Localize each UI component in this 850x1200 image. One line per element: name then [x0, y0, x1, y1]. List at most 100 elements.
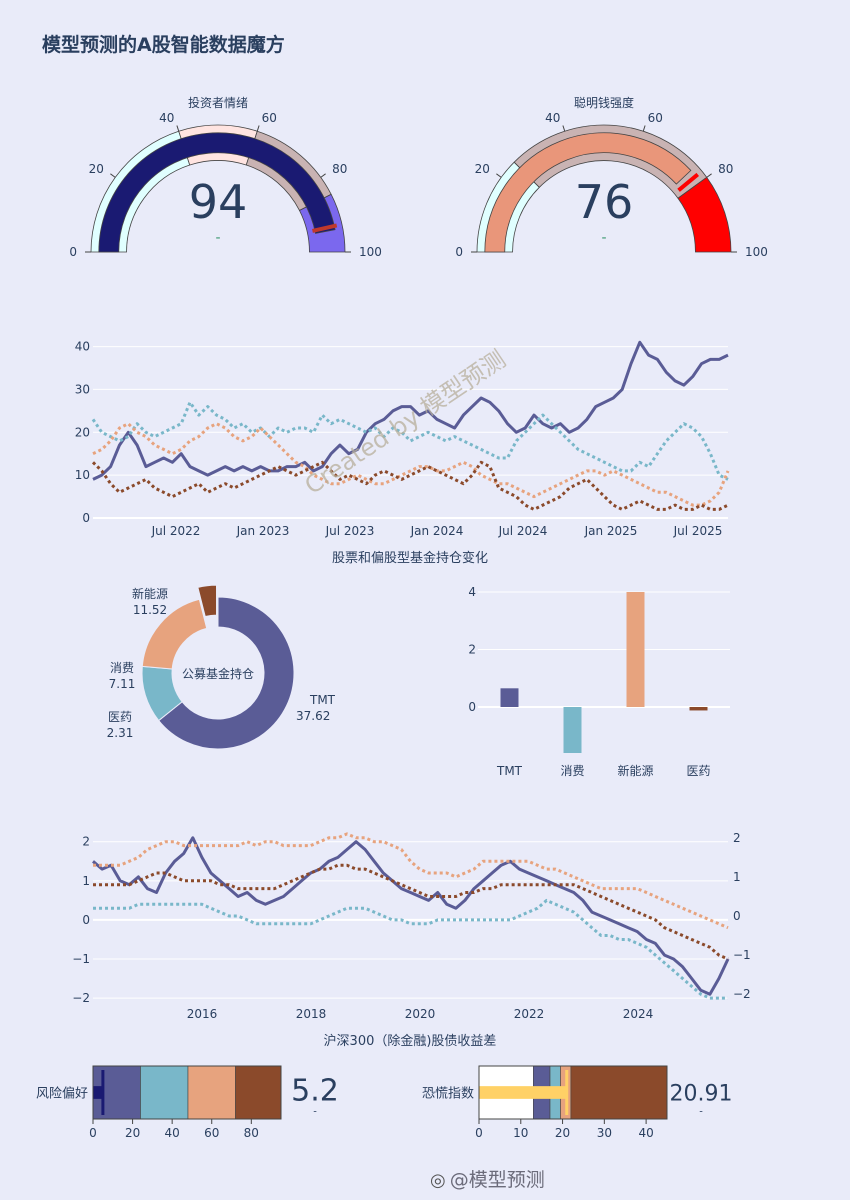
gauge-tick-label: 40: [159, 111, 174, 125]
gauge-tick-label: 60: [648, 111, 663, 125]
gauge-tick-label: 100: [745, 245, 768, 259]
donut-slice: [158, 596, 295, 750]
y-tick-label-left: 2: [82, 835, 90, 849]
gauge-tick-label: 0: [455, 245, 463, 259]
gauge-tick: [642, 125, 646, 132]
x-tick-label: 2022: [514, 1007, 545, 1021]
gauge-tick: [176, 125, 180, 132]
bullet-value: 20.91: [670, 1082, 733, 1107]
gauge-tick-label: 60: [262, 111, 277, 125]
bullet-tick-label: 0: [89, 1126, 97, 1140]
gauge-tick: [496, 173, 502, 178]
x-tick-label: 2018: [296, 1007, 327, 1021]
donut-label: TMT: [309, 693, 336, 707]
gauge-smart-money: 0 20 40 60 80 100 聪明钱强度 76-: [455, 95, 768, 259]
donut-value: 11.52: [133, 603, 167, 617]
gauge-value-bar: [484, 132, 692, 253]
series-line: [92, 340, 729, 481]
y-tick-label-right: 0: [733, 909, 741, 923]
gauge-step: [677, 176, 732, 253]
gauge-tick: [110, 173, 116, 178]
chart-title: 股票和偏股型基金持仓变化: [332, 550, 488, 566]
y-tick-label-left: 1: [82, 874, 90, 888]
y-tick-label-left: −2: [72, 991, 90, 1005]
x-tick-label: Jul 2022: [151, 524, 201, 538]
x-tick-label: 2020: [405, 1007, 436, 1021]
gauge-investor-sentiment: 0 20 40 60 80 100 投资者情绪 94-: [69, 95, 382, 259]
holdings-bar-chart: 0 2 4 TMT 消费 新能源 医药: [468, 585, 730, 778]
y-tick-label: 0: [82, 511, 90, 525]
bullet-tick-label: 30: [597, 1126, 612, 1140]
bullet-frame: [478, 1065, 668, 1120]
gauge-tick-label: 80: [332, 162, 347, 176]
gauge-tick-label: 40: [545, 111, 560, 125]
y-tick-label: 10: [75, 468, 90, 482]
x-tick-label: Jan 2024: [410, 524, 464, 538]
bullet-step: [187, 1065, 236, 1120]
chart-title: 沪深300（除金融)股债收益差: [324, 1033, 497, 1049]
bullet-label: 恐慌指数: [422, 1087, 474, 1102]
x-tick-label: Jul 2023: [325, 524, 375, 538]
gauge-delta: -: [601, 230, 606, 246]
y-tick-label: 40: [75, 340, 90, 354]
y-tick-label-right: 1: [733, 870, 741, 884]
bullet-value: 5.2: [291, 1074, 339, 1109]
series-line: [93, 832, 729, 930]
gauge-threshold: [312, 223, 338, 233]
y-tick-label-left: −1: [72, 952, 90, 966]
gauge-value: 94: [189, 175, 248, 229]
holdings-line-chart: 0 10 20 30 40 Jul 2022 Jan 2023 Jul 2023 Jan 202…: [75, 340, 730, 566]
bullet-tick-label: 80: [244, 1126, 259, 1140]
bullet-delta: -: [699, 1107, 703, 1118]
gauge-tick-label: 20: [475, 162, 490, 176]
bullet-delta: -: [313, 1107, 317, 1118]
gauge-tick: [256, 125, 260, 132]
gauge-threshold: [677, 172, 700, 192]
bullet-tick-label: 20: [125, 1126, 140, 1140]
bullet-label: 风险偏好: [36, 1087, 88, 1102]
risk-appetite-bullet: 0 20 40 60 80 风险偏好 5.2-: [36, 1065, 339, 1140]
donut-value: 7.11: [109, 677, 136, 691]
bar: [689, 707, 708, 711]
x-tick-label: Jan 2023: [236, 524, 290, 538]
bullet-tick-label: 40: [165, 1126, 180, 1140]
bullet-value-bar: [479, 1086, 567, 1099]
y-tick-label: 30: [75, 382, 90, 396]
series-line: [91, 400, 729, 481]
y-tick-label: 0: [468, 700, 476, 714]
bullet-tick-label: 0: [475, 1126, 483, 1140]
bar: [626, 592, 645, 707]
bullet-step: [235, 1065, 282, 1120]
gauge-tick-label: 100: [359, 245, 382, 259]
bullet-step: [570, 1065, 668, 1120]
y-tick-label: 2: [468, 643, 476, 657]
gauge-tick: [320, 173, 326, 178]
x-tick-label: 2016: [187, 1007, 218, 1021]
y-tick-label-left: 0: [82, 913, 90, 927]
gauge-title: 聪明钱强度: [574, 95, 634, 110]
bullet-frame: [92, 1065, 282, 1120]
x-tick-label: Jul 2025: [673, 524, 723, 538]
bullet-tick-label: 10: [513, 1126, 528, 1140]
y-tick-label: 20: [75, 425, 90, 439]
fear-index-bullet: 0 10 20 30 40 恐慌指数 20.91-: [422, 1065, 733, 1140]
gauge-value: 76: [575, 175, 634, 229]
gauge-value-bar: [98, 132, 336, 253]
series-line: [92, 422, 730, 507]
bar: [563, 707, 582, 753]
x-tick-label: 医药: [686, 764, 710, 778]
series-line: [93, 898, 728, 1000]
bullet-tick-label: 60: [204, 1126, 219, 1140]
bullet-tick-label: 40: [638, 1126, 653, 1140]
x-tick-label: 消费: [560, 764, 584, 778]
y-tick-label: 4: [468, 585, 476, 599]
weibo-icon: ◎: [430, 1170, 446, 1191]
donut-value: 2.31: [107, 726, 134, 740]
page-title: 模型预测的A股智能数据魔方: [42, 34, 285, 56]
gauge-delta: -: [215, 230, 220, 246]
donut-label: 医药: [108, 710, 132, 724]
x-tick-label: 2024: [623, 1007, 654, 1021]
watermark-handle: ◎ @模型预测: [430, 1165, 545, 1192]
gauge-tick-label: 0: [69, 245, 77, 259]
